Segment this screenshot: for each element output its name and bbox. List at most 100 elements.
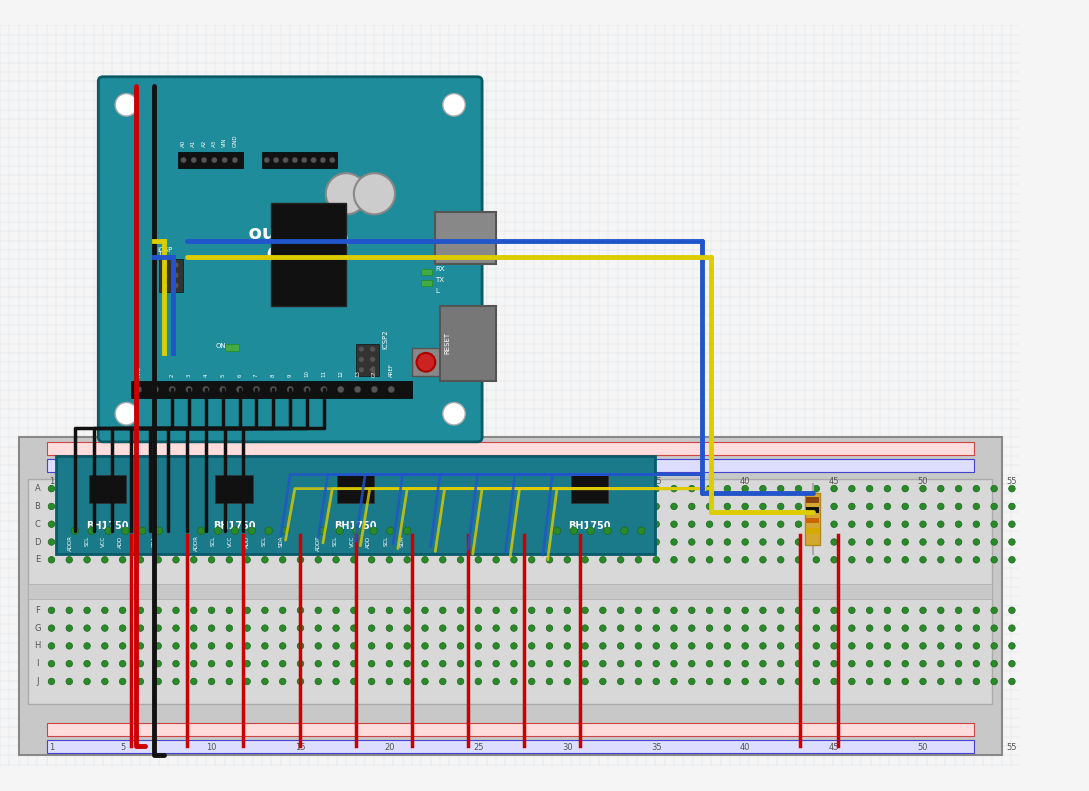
- Circle shape: [902, 521, 908, 528]
- Circle shape: [831, 625, 837, 631]
- Circle shape: [831, 521, 837, 528]
- Bar: [806, 507, 819, 513]
- Circle shape: [358, 367, 364, 373]
- Circle shape: [795, 625, 802, 631]
- Circle shape: [955, 539, 962, 545]
- Text: 30: 30: [562, 477, 573, 486]
- Circle shape: [920, 557, 927, 563]
- Circle shape: [440, 678, 446, 685]
- Circle shape: [778, 539, 784, 545]
- Circle shape: [547, 642, 553, 649]
- Circle shape: [354, 386, 360, 392]
- Bar: [178, 152, 243, 168]
- Text: B: B: [35, 502, 40, 511]
- Circle shape: [358, 346, 364, 352]
- Circle shape: [547, 486, 553, 492]
- Circle shape: [635, 660, 641, 667]
- Circle shape: [244, 521, 250, 528]
- Circle shape: [101, 660, 108, 667]
- Circle shape: [315, 539, 321, 545]
- Circle shape: [778, 486, 784, 492]
- Circle shape: [404, 486, 411, 492]
- Circle shape: [920, 625, 927, 631]
- Circle shape: [991, 503, 998, 509]
- Circle shape: [227, 539, 233, 545]
- Bar: [28, 479, 992, 704]
- Circle shape: [84, 539, 90, 545]
- Circle shape: [1008, 486, 1015, 492]
- Circle shape: [443, 403, 465, 425]
- Circle shape: [232, 157, 237, 163]
- Circle shape: [358, 357, 364, 362]
- Circle shape: [920, 642, 927, 649]
- Circle shape: [974, 660, 980, 667]
- Bar: [290, 213, 314, 250]
- Circle shape: [617, 660, 624, 667]
- Circle shape: [760, 607, 767, 614]
- Circle shape: [493, 557, 500, 563]
- Circle shape: [760, 486, 767, 492]
- Circle shape: [582, 660, 588, 667]
- Circle shape: [974, 642, 980, 649]
- Circle shape: [280, 642, 286, 649]
- Circle shape: [493, 678, 500, 685]
- Circle shape: [493, 521, 500, 528]
- Circle shape: [315, 503, 321, 509]
- Circle shape: [173, 282, 179, 288]
- Text: 10: 10: [206, 477, 217, 486]
- Circle shape: [101, 486, 108, 492]
- Circle shape: [191, 557, 197, 563]
- Bar: [436, 213, 497, 264]
- Circle shape: [120, 678, 126, 685]
- Circle shape: [440, 607, 446, 614]
- Circle shape: [404, 625, 411, 631]
- Circle shape: [404, 503, 411, 509]
- Circle shape: [582, 607, 588, 614]
- Circle shape: [582, 521, 588, 528]
- Circle shape: [162, 262, 168, 267]
- Circle shape: [813, 521, 820, 528]
- Circle shape: [635, 503, 641, 509]
- Text: TX: TX: [436, 277, 444, 282]
- Circle shape: [582, 557, 588, 563]
- Bar: [571, 475, 609, 503]
- Circle shape: [795, 486, 802, 492]
- Text: SDA: SDA: [400, 536, 405, 547]
- Circle shape: [653, 660, 660, 667]
- Circle shape: [208, 503, 215, 509]
- Text: 25: 25: [473, 477, 484, 486]
- Circle shape: [404, 521, 411, 528]
- Circle shape: [440, 539, 446, 545]
- Circle shape: [600, 625, 607, 631]
- Text: ADD: ADD: [119, 536, 123, 547]
- Circle shape: [920, 539, 927, 545]
- Circle shape: [48, 539, 54, 545]
- Circle shape: [457, 521, 464, 528]
- Circle shape: [991, 642, 998, 649]
- Circle shape: [66, 521, 73, 528]
- Text: ICSP2: ICSP2: [382, 330, 388, 350]
- Circle shape: [155, 557, 161, 563]
- Text: A3: A3: [212, 140, 217, 147]
- Circle shape: [191, 678, 197, 685]
- Circle shape: [326, 173, 367, 214]
- Circle shape: [831, 557, 837, 563]
- Circle shape: [831, 539, 837, 545]
- Circle shape: [302, 157, 307, 163]
- Circle shape: [724, 486, 731, 492]
- Circle shape: [1008, 503, 1015, 509]
- Circle shape: [236, 386, 243, 392]
- Circle shape: [564, 607, 571, 614]
- Circle shape: [475, 660, 481, 667]
- Circle shape: [938, 486, 944, 492]
- Circle shape: [902, 660, 908, 667]
- Circle shape: [475, 557, 481, 563]
- Circle shape: [707, 660, 713, 667]
- Circle shape: [955, 486, 962, 492]
- Circle shape: [320, 157, 326, 163]
- Circle shape: [991, 625, 998, 631]
- Circle shape: [137, 607, 144, 614]
- Circle shape: [991, 607, 998, 614]
- Circle shape: [244, 625, 250, 631]
- Circle shape: [742, 678, 748, 685]
